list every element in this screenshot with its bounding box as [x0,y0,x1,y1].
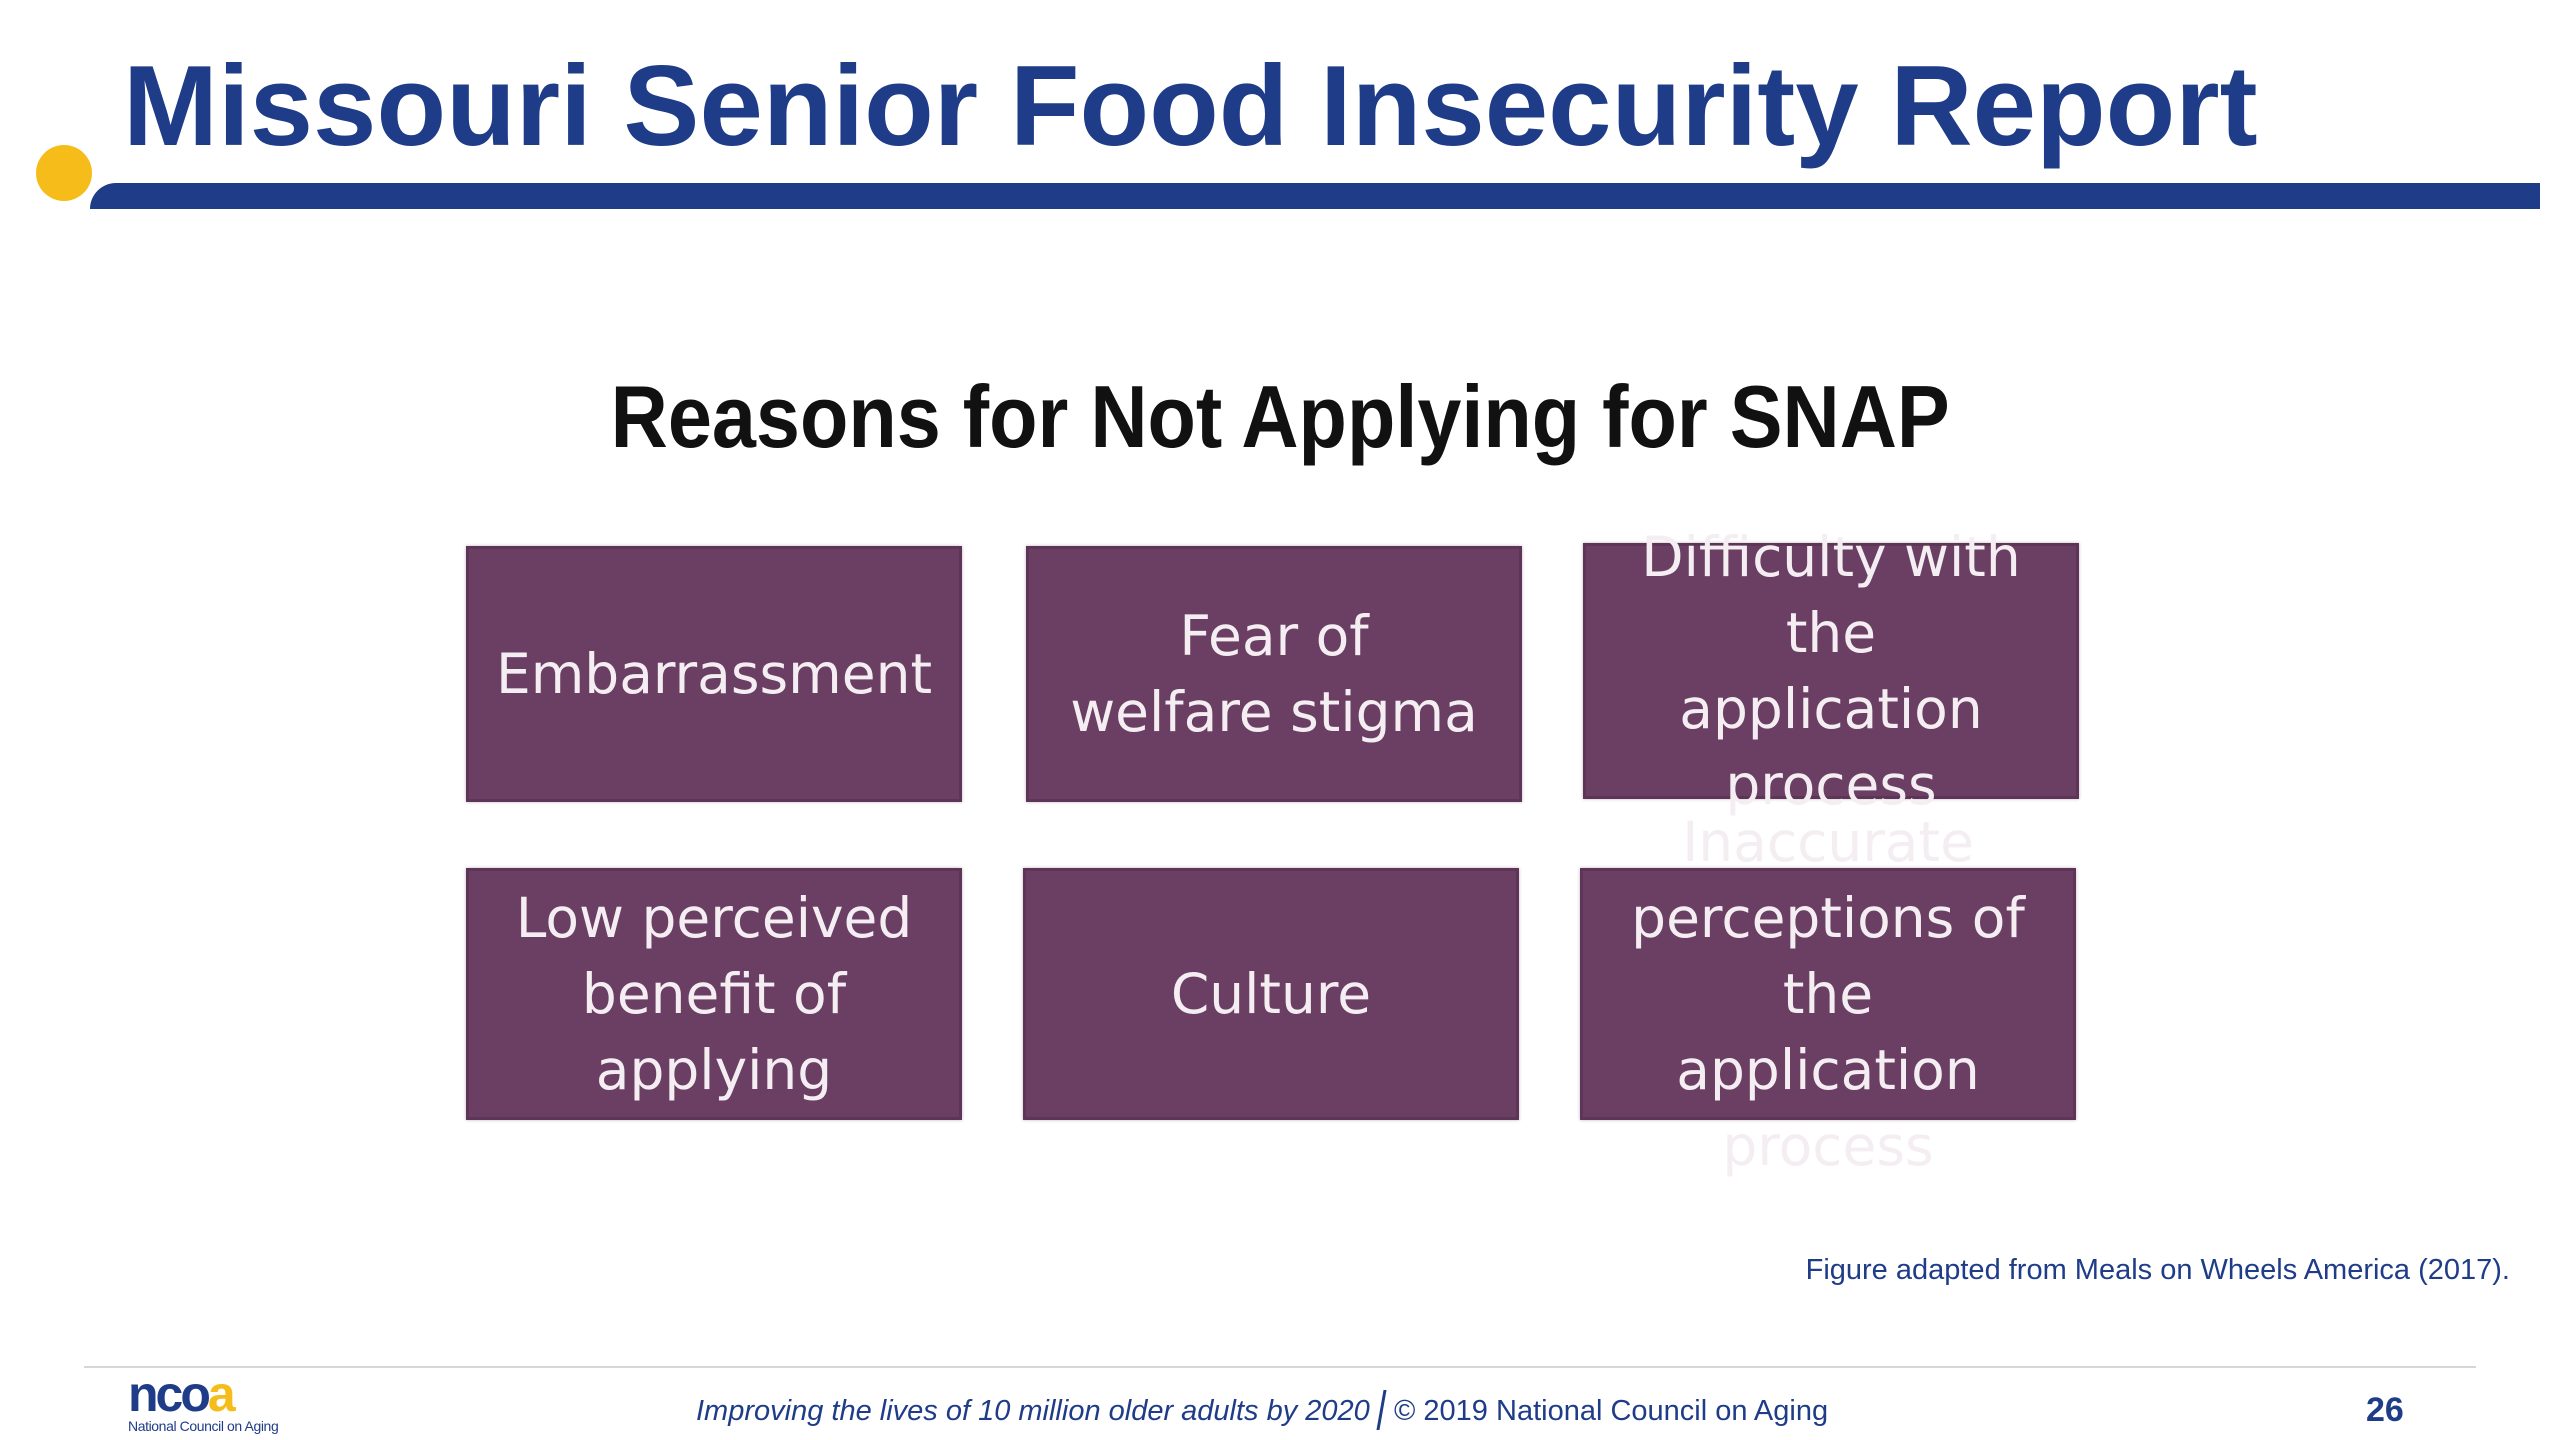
title-underline-bar [90,183,2540,209]
footer-copyright: © 2019 National Council on Aging [1394,1395,1829,1427]
reason-label: Inaccurate perceptions of the applicatio… [1631,810,2025,1178]
reason-label: Fear of welfare stigma [1070,604,1478,744]
reason-box-culture: Culture [1023,868,1519,1120]
reason-box-low-perceived-benefit: Low perceived benefit of applying [466,868,962,1120]
reason-box-application-difficulty: Difficulty with the application process [1583,525,2079,817]
page-number: 26 [2366,1391,2404,1429]
reason-box-embarrassment: Embarrassment [466,546,962,802]
reason-label: Difficulty with the application process [1641,525,2021,817]
logo-wordmark: ncoa [128,1369,318,1419]
reason-label: Embarrassment [495,642,933,706]
footer-separator [1376,1390,1387,1430]
slide-title: Missouri Senior Food Insecurity Report [123,43,2258,170]
title-accent-dot [36,145,92,201]
ncoa-logo: ncoa National Council on Aging [128,1369,318,1434]
logo-wordmark-primary: nco [128,1366,211,1422]
reason-box-welfare-stigma: Fear of welfare stigma [1026,546,1522,802]
reason-box-inaccurate-perceptions: Inaccurate perceptions of the applicatio… [1580,810,2076,1178]
figure-caption: Figure adapted from Meals on Wheels Amer… [1805,1254,2510,1286]
footer-divider [84,1366,2476,1368]
reason-label: Culture [1170,962,1372,1026]
footer-tagline: Improving the lives of 10 million older … [696,1395,1370,1427]
logo-subtitle: National Council on Aging [128,1418,279,1434]
figure-title: Reasons for Not Applying for SNAP [610,367,1950,466]
logo-wordmark-accent: a [207,1366,236,1422]
reason-label: Low perceived benefit of applying [515,886,913,1102]
